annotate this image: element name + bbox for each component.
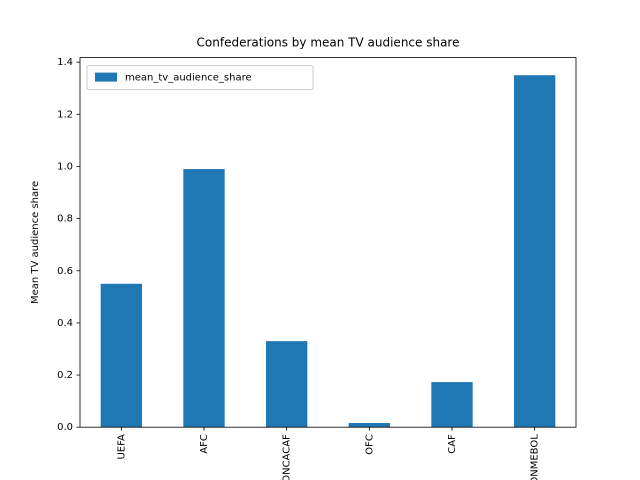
- y-tick-label: 0.0: [57, 422, 73, 433]
- x-tick-label: AFC: [199, 434, 210, 454]
- bar: [183, 169, 225, 428]
- x-tick-label: CONMEBOL: [530, 434, 541, 480]
- chart-title: Confederations by mean TV audience share: [197, 36, 460, 50]
- legend-swatch: [95, 72, 117, 82]
- y-tick-label: 1.4: [57, 57, 73, 68]
- legend-box: [86, 65, 314, 91]
- legend-label: mean_tv_audience_share: [125, 73, 252, 84]
- x-tick-label: CONCACAF: [282, 434, 293, 480]
- bar: [514, 75, 556, 428]
- y-tick-label: 0.8: [57, 214, 73, 225]
- bar: [266, 341, 308, 428]
- y-axis-label: Mean TV audience share: [30, 181, 41, 304]
- bar: [100, 283, 142, 428]
- y-tick-label: 1.0: [57, 161, 73, 172]
- bar: [348, 423, 390, 428]
- y-tick-label: 0.4: [57, 318, 73, 329]
- x-tick-label: CAF: [447, 434, 458, 454]
- y-tick-label: 1.2: [57, 109, 73, 120]
- y-tick-label: 0.6: [57, 266, 73, 277]
- axes-frame: [79, 57, 577, 428]
- y-tick-label: 0.2: [57, 370, 73, 381]
- x-tick-label: OFC: [364, 434, 375, 455]
- x-tick-label: UEFA: [116, 434, 127, 459]
- bar: [431, 382, 473, 428]
